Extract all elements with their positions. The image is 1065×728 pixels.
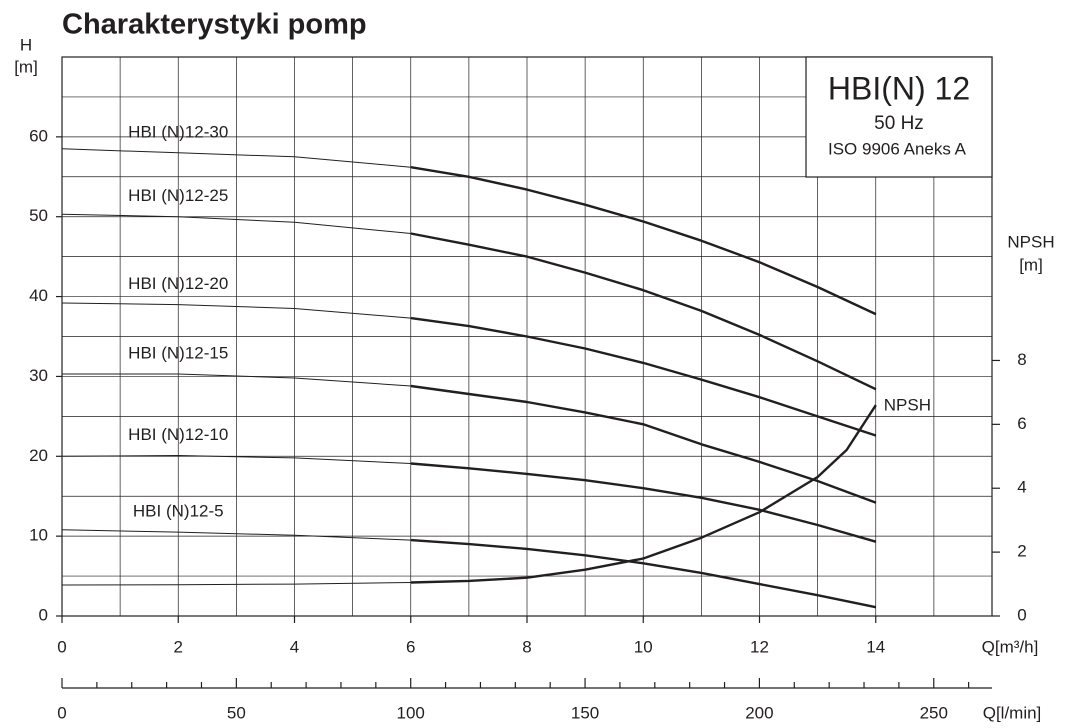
x-tick-label: 4 <box>290 637 299 656</box>
y-tick-label: 10 <box>29 526 48 545</box>
y-tick-label: 50 <box>29 206 48 225</box>
x-tick-label: 12 <box>750 637 769 656</box>
x2-tick-label: 0 <box>57 703 66 722</box>
x-tick-label: 8 <box>522 637 531 656</box>
y2-tick-label: 0 <box>1017 605 1026 624</box>
y2-tick-label: 4 <box>1017 478 1026 497</box>
series-label: HBI (N)12-20 <box>128 274 228 293</box>
series-label: HBI (N)12-15 <box>128 344 228 363</box>
curve-operating-range <box>410 316 877 437</box>
series-label: HBI (N)12-30 <box>128 122 228 141</box>
x2-tick-label: 50 <box>227 703 246 722</box>
x-tick-label: 6 <box>406 637 415 656</box>
x2-tick-label: 150 <box>571 703 599 722</box>
x-tick-label: 2 <box>174 637 183 656</box>
x-tick-label: 10 <box>634 637 653 656</box>
chart-title: Charakterystyki pomp <box>62 9 367 41</box>
x2-tick-label: 200 <box>745 703 773 722</box>
series-label: HBI (N)12-25 <box>128 186 228 205</box>
info-box <box>805 56 993 178</box>
x2-tick-label: 100 <box>397 703 425 722</box>
y2-axis-unit: [m] <box>1019 255 1043 274</box>
y-tick-label: 40 <box>29 286 48 305</box>
y-axis-label: H <box>20 35 32 54</box>
x-axis-label: Q[m³/h] <box>982 637 1039 656</box>
curve-operating-range <box>410 404 877 584</box>
y-axis-unit: [m] <box>14 57 38 76</box>
y-tick-label: 60 <box>29 126 48 145</box>
x-tick-label: 14 <box>866 637 885 656</box>
series-label: HBI (N)12-5 <box>133 502 224 521</box>
curve-operating-range <box>410 384 877 504</box>
y2-tick-label: 8 <box>1017 350 1026 369</box>
series-label: NPSH <box>884 396 931 415</box>
x2-tick-label: 250 <box>920 703 948 722</box>
box-frequency: 50 Hz <box>874 113 924 134</box>
curve-operating-range <box>410 232 877 391</box>
curve-operating-range <box>410 538 877 609</box>
curve-operating-range <box>410 166 877 316</box>
y2-axis-label: NPSH <box>1007 232 1054 251</box>
y-tick-label: 30 <box>29 366 48 385</box>
series-label: HBI (N)12-10 <box>128 425 228 444</box>
box-standard: ISO 9906 Aneks A <box>828 139 967 158</box>
y2-tick-label: 2 <box>1017 542 1026 561</box>
y-tick-label: 20 <box>29 446 48 465</box>
y-tick-label: 0 <box>39 605 48 624</box>
x-tick-label: 0 <box>57 637 66 656</box>
x2-axis-label: Q[l/min] <box>983 703 1042 722</box>
y2-tick-label: 6 <box>1017 414 1026 433</box>
curve-operating-range <box>410 462 877 543</box>
box-title: HBI(N) 12 <box>828 70 970 106</box>
